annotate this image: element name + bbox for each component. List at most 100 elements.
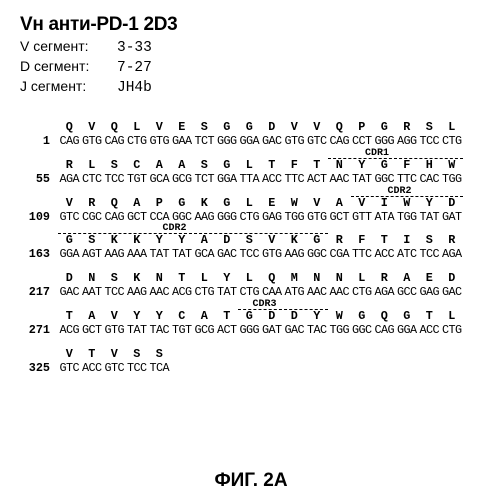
triplet-cell: GGGC — [351, 311, 374, 337]
cdr-overline — [328, 158, 463, 159]
sequence-row: 325VGTCTACCVGTCSTCCSTCA — [20, 349, 482, 375]
triplet-cell: TACC — [81, 349, 104, 375]
amino-acid: W — [441, 160, 464, 173]
sequence-row: CDR3271TACGAGCTVGTGYTATYTACCTGTAGCGTACTG… — [20, 311, 482, 337]
codon: TTC — [351, 249, 374, 261]
triplet-cell: NAAC — [328, 160, 351, 186]
amino-acid: K — [193, 198, 216, 211]
codon: TAT — [216, 287, 239, 299]
amino-acid: V — [58, 349, 81, 362]
codon: TGG — [396, 212, 419, 224]
triplet-cell: AGCG — [171, 160, 194, 186]
codon: ATG — [283, 287, 306, 299]
triplet-cell: RAGA — [373, 273, 396, 299]
codon: CCA — [148, 212, 171, 224]
codon: TCC — [418, 249, 441, 261]
codon: TAT — [418, 212, 441, 224]
triplet-cell: VGTT — [351, 198, 374, 224]
codon: AAC — [328, 287, 351, 299]
triplet-cell: YTAT — [351, 160, 374, 186]
codon: GTG — [306, 212, 329, 224]
amino-acid: G — [216, 198, 239, 211]
triplet-cell: YTAT — [171, 235, 194, 261]
amino-acid: G — [216, 160, 239, 173]
triplet-cell: KAAG — [193, 198, 216, 224]
codon: GCT — [81, 325, 104, 337]
codon: TGT — [126, 174, 149, 186]
triplet-cell: QCAG — [328, 122, 351, 148]
codon: GAC — [261, 136, 284, 148]
codon: CGA — [328, 249, 351, 261]
codon: TAT — [126, 325, 149, 337]
codon: TCC — [103, 174, 126, 186]
codon: TCT — [193, 136, 216, 148]
triplet-cell: WTGG — [396, 198, 419, 224]
amino-acid: R — [58, 160, 81, 173]
codon: TAT — [351, 174, 374, 186]
sequence-position: 109 — [20, 212, 58, 224]
codon: ACT — [216, 325, 239, 337]
triplet-cell: GGGA — [216, 160, 239, 186]
amino-acid: F — [283, 160, 306, 173]
triplet-cell: YTAC — [306, 311, 329, 337]
triplet-cell: TACT — [216, 311, 239, 337]
triplet-cell: LCTG — [441, 311, 464, 337]
codon: CTG — [351, 287, 374, 299]
triplet-cell: WTGG — [328, 311, 351, 337]
triplet-cell: VGTG — [148, 122, 171, 148]
triplet-cell: NAAC — [328, 273, 351, 299]
triplet-cell: DGAT — [261, 311, 284, 337]
triplet-cell: HCAC — [418, 160, 441, 186]
triplet-cell: QCAG — [103, 198, 126, 224]
triplet-cell: VGTC — [306, 122, 329, 148]
triplet-cell: DGAC — [283, 311, 306, 337]
codon: AGT — [81, 249, 104, 261]
amino-acid: A — [126, 198, 149, 211]
amino-acid: S — [148, 349, 171, 362]
triplet-cell: STCT — [193, 122, 216, 148]
codon: TCA — [148, 363, 171, 375]
amino-acid: A — [328, 198, 351, 211]
sequence-row: CDR155RAGALCTCSTCCCTGTAGCAAGCGSTCTGGGALT… — [20, 160, 482, 186]
codon: AAT — [81, 287, 104, 299]
codon: CAG — [58, 136, 81, 148]
triplet-cell: KAAG — [126, 273, 149, 299]
codon: TTA — [238, 174, 261, 186]
codon: TGG — [283, 212, 306, 224]
triplet-cell: YTAT — [148, 235, 171, 261]
sequence-position: 217 — [20, 287, 58, 299]
codon: CTG — [441, 325, 464, 337]
triplet-cell: FTTC — [351, 235, 374, 261]
triplet-cell: AGCT — [328, 198, 351, 224]
triplet-cell: EGAA — [171, 122, 194, 148]
codon: GGG — [238, 325, 261, 337]
codon: AAG — [193, 212, 216, 224]
triplet-cell: RCGC — [81, 198, 104, 224]
codon: GAC — [216, 249, 239, 261]
amino-acid: G — [171, 198, 194, 211]
codon: AAG — [283, 249, 306, 261]
codon: TAT — [171, 249, 194, 261]
codon: TGG — [441, 174, 464, 186]
amino-acid: R — [81, 198, 104, 211]
codon: CAG — [373, 325, 396, 337]
segment-list: V сегмент:3-33D сегмент:7-27J сегмент:JH… — [20, 38, 482, 96]
codon: TTC — [396, 174, 419, 186]
triplet-cell: QCAG — [103, 122, 126, 148]
codon: GGC — [373, 174, 396, 186]
segment-line: J сегмент:JH4b — [20, 78, 482, 96]
triplet-cell: STCC — [103, 273, 126, 299]
amino-acid: A — [148, 160, 171, 173]
codon: ACC — [418, 325, 441, 337]
triplet-cell: QCAG — [58, 122, 81, 148]
codon: TCC — [418, 136, 441, 148]
triplet-cell: GGGA — [58, 235, 81, 261]
triplet-cell: TACT — [306, 160, 329, 186]
amino-acid: G — [373, 160, 396, 173]
codon: ACT — [306, 174, 329, 186]
triplet-cell: FTTC — [283, 160, 306, 186]
codon: GCA — [148, 174, 171, 186]
cdr-overline — [238, 309, 328, 310]
triplet-cell: DGAT — [441, 198, 464, 224]
segment-value: 7-27 — [117, 60, 152, 76]
